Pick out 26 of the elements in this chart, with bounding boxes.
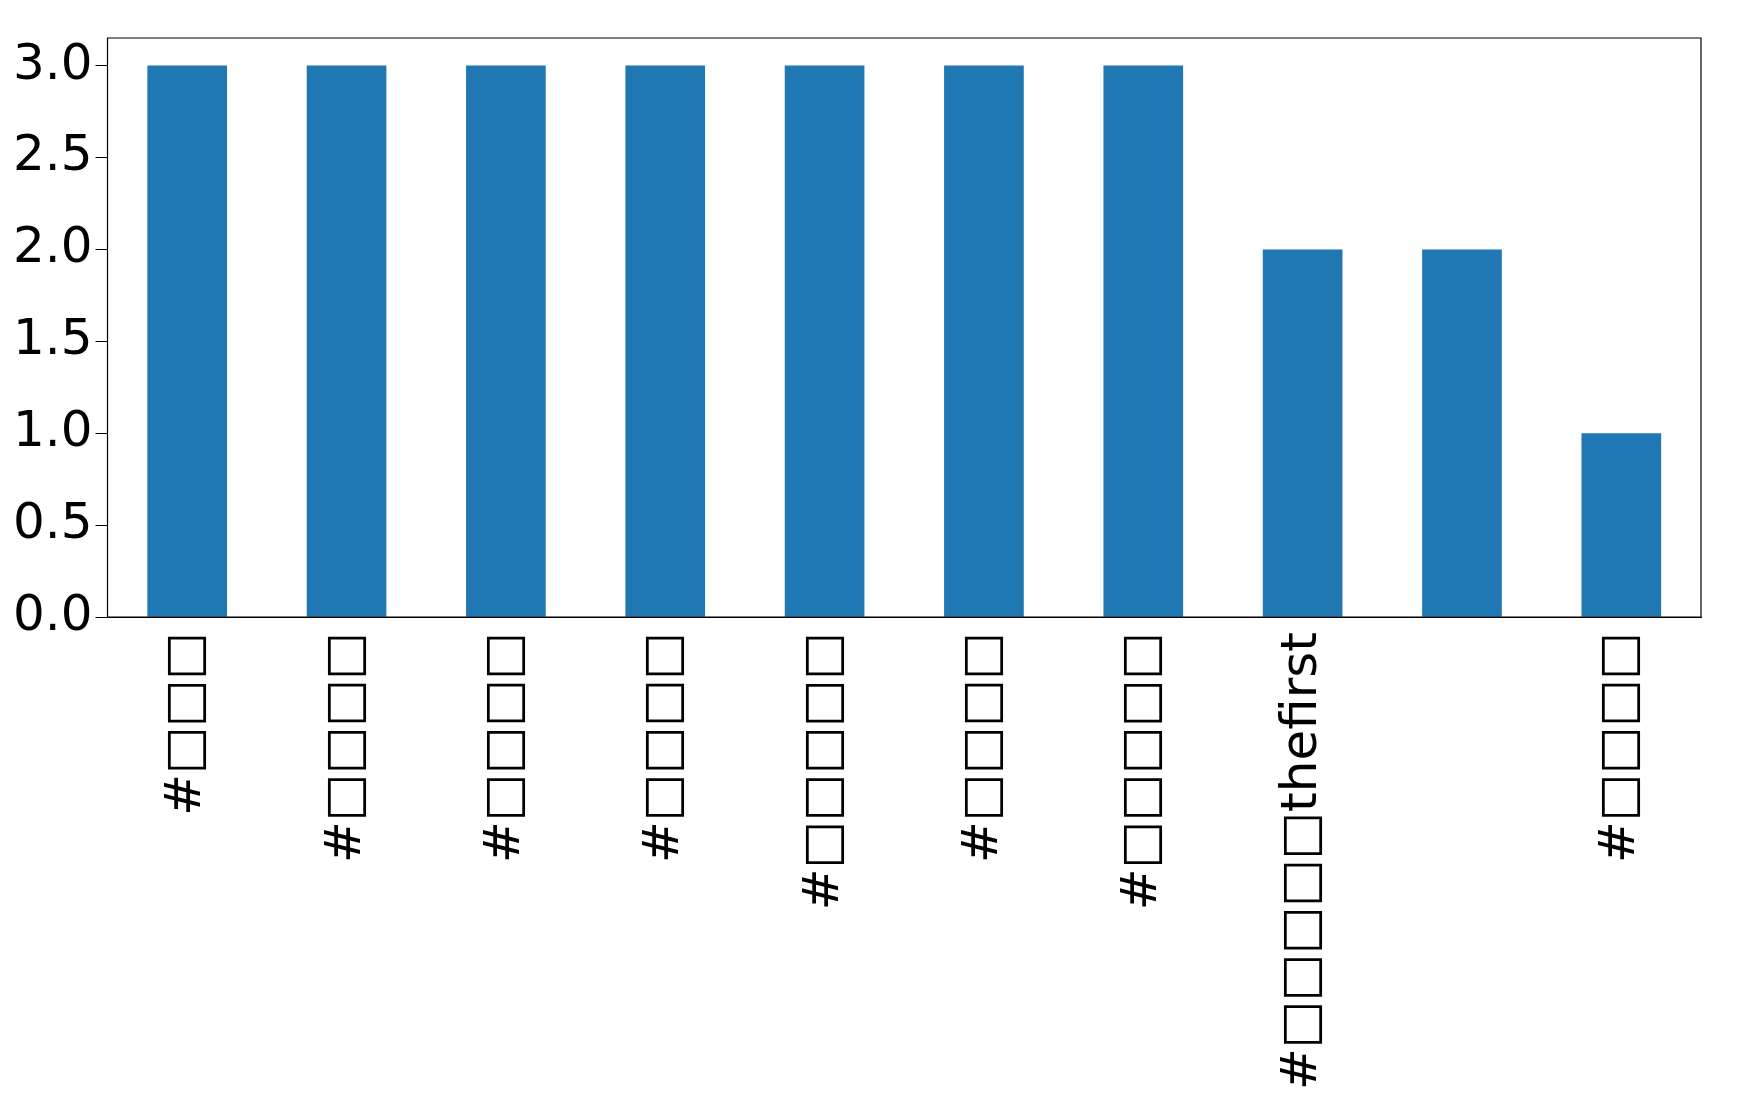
x-tick-label: #□□□□	[472, 632, 531, 863]
y-tick-label: 1.0	[12, 400, 93, 459]
x-tick-label: #□□□□	[950, 632, 1009, 863]
y-tick-label: 0.5	[12, 492, 93, 551]
bar	[784, 65, 865, 617]
y-tick-label: 2.0	[12, 216, 93, 275]
bar	[466, 65, 546, 617]
bar	[1422, 249, 1502, 617]
bar	[625, 65, 706, 617]
y-tick-label: 0.0	[12, 584, 93, 643]
bar	[944, 65, 1024, 617]
y-tick-label: 1.5	[12, 308, 93, 367]
bar	[147, 65, 228, 617]
x-tick-label: #□□□□	[313, 632, 372, 863]
x-tick-label: #□□□□	[1588, 632, 1647, 863]
y-tick-label: 3.0	[12, 32, 93, 91]
x-tick-label: #□□□	[154, 632, 213, 816]
x-tick-label: #□□□□□thefirst	[1269, 632, 1328, 1091]
x-tick-label: #□□□□□	[1110, 632, 1169, 911]
bar	[1103, 65, 1184, 617]
bar	[1262, 249, 1343, 617]
x-tick-label: #□□□□□	[791, 632, 850, 911]
y-tick-label: 2.5	[12, 124, 93, 183]
bar	[1581, 433, 1662, 617]
x-tick-label: #□□□□	[632, 632, 691, 863]
bar	[306, 65, 387, 617]
